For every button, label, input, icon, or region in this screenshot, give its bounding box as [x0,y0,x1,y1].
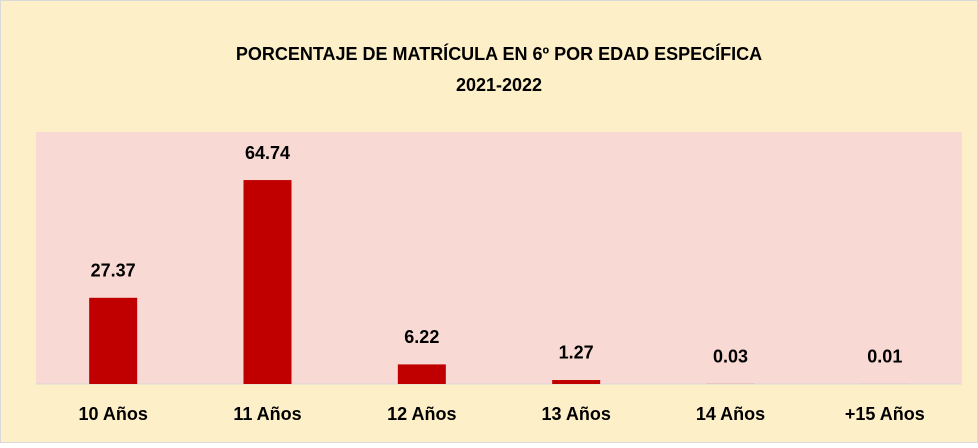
x-tick-label: 13 Años [541,404,610,424]
x-tick-label: 10 Años [78,404,147,424]
bar [244,180,292,384]
data-label: 0.03 [713,347,748,367]
plot-area [36,132,962,384]
bar [398,364,446,384]
x-tick-label: 11 Años [233,404,301,424]
data-label: 1.27 [559,343,594,363]
x-tick-label: 14 Años [696,404,765,424]
data-label: 0.01 [867,347,902,367]
bar [552,380,600,384]
x-tick-label: 12 Años [387,404,456,424]
data-label: 6.22 [404,327,439,347]
x-tick-label: +15 Años [845,404,925,424]
chart-subtitle: 2021-2022 [456,75,542,95]
bar [89,298,137,384]
chart-title: PORCENTAJE DE MATRÍCULA EN 6º POR EDAD E… [236,43,762,64]
data-label: 27.37 [91,261,136,281]
data-label: 64.74 [245,143,290,163]
